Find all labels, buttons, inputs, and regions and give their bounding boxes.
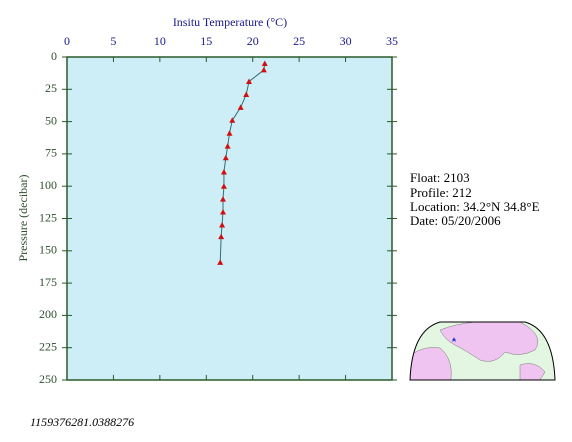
y-tick-label: 125: [39, 210, 57, 224]
data-point: [237, 104, 244, 110]
location-map: [409, 321, 556, 381]
y-tick-label: 0: [51, 49, 57, 63]
data-point: [219, 221, 226, 228]
x-axis-label: Insitu Temperature (°C): [173, 15, 287, 29]
data-point: [222, 154, 229, 161]
plot-area: [66, 56, 393, 381]
data-point: [220, 168, 227, 175]
y-tick-label: 200: [39, 307, 57, 321]
x-tick-label: 35: [386, 34, 398, 48]
data-point: [226, 130, 233, 136]
info-location: Location: 34.2°N 34.8°E: [410, 199, 540, 214]
data-point: [217, 259, 224, 265]
y-tick-label: 50: [45, 113, 57, 127]
y-tick-label: 250: [39, 372, 57, 386]
info-date: Date: 05/20/2006: [410, 213, 501, 228]
x-tick-label: 30: [340, 34, 352, 48]
y-axis-label: Pressure (decibar): [16, 175, 30, 262]
x-tick-label: 5: [110, 34, 116, 48]
data-point: [224, 143, 231, 149]
y-tick-label: 75: [45, 146, 57, 160]
x-tick-label: 20: [247, 34, 259, 48]
info-float: Float: 2103: [410, 170, 470, 185]
x-tick-label: 25: [293, 34, 305, 48]
data-point: [220, 196, 226, 202]
x-tick-label: 10: [154, 34, 166, 48]
data-point: [220, 209, 226, 215]
y-tick-label: 25: [45, 81, 57, 95]
data-point: [246, 78, 252, 85]
data-point: [220, 183, 227, 189]
profile-line: [219, 63, 266, 263]
footer-id: 1159376281.0388276: [30, 415, 134, 429]
data-point: [218, 233, 225, 240]
data-point: [260, 66, 267, 73]
y-tick-label: 100: [39, 178, 57, 192]
data-point: [229, 117, 236, 123]
data-point: [261, 60, 268, 66]
info-profile: Profile: 212: [410, 185, 472, 200]
y-tick-label: 175: [39, 275, 57, 289]
y-tick-label: 225: [39, 339, 57, 353]
x-tick-label: 0: [64, 34, 70, 48]
x-tick-label: 15: [200, 34, 212, 48]
data-point: [243, 91, 250, 97]
y-tick-label: 150: [39, 243, 57, 257]
